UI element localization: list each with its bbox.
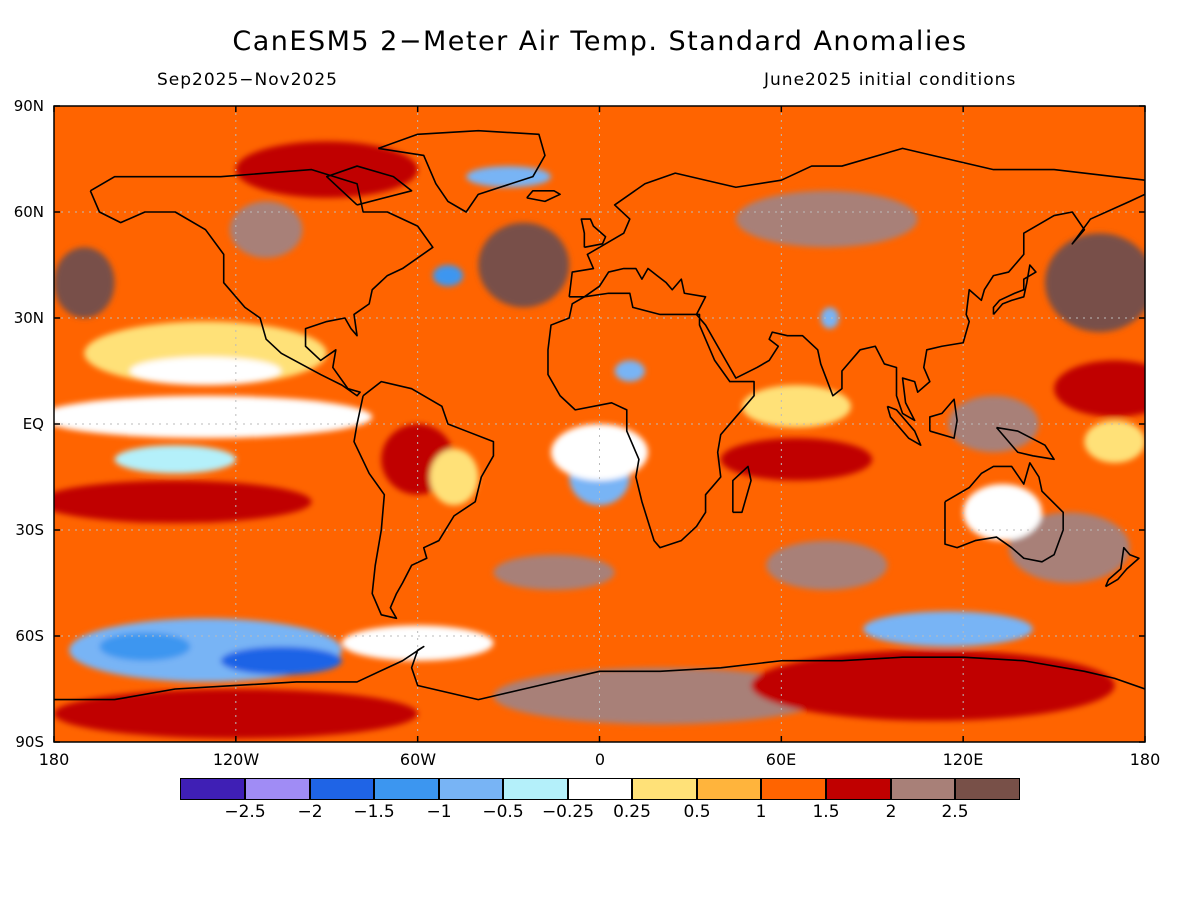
colorbar-box — [374, 778, 439, 800]
lat-label-30s: 30S — [15, 521, 44, 539]
lat-label-eq: EQ — [22, 415, 44, 433]
colorbar-box — [568, 778, 632, 800]
anomaly-patch-north-atlantic-brown — [478, 222, 570, 308]
colorbar-label: −2 — [297, 802, 323, 822]
anomaly-patch-southern-ocean-mid-blue — [99, 632, 191, 661]
anomaly-patch-east-pacific-yellow — [1084, 420, 1145, 463]
coastline-baffin — [325, 165, 413, 206]
colorbar-box — [180, 778, 245, 800]
colorbar-box — [245, 778, 310, 800]
forecast-period: Sep2025−Nov2025 — [157, 70, 338, 90]
coastline-south-america — [353, 380, 495, 620]
anomaly-patch-antarctic-brown — [493, 667, 827, 725]
lon-label-180e: 180 — [1129, 750, 1161, 769]
lat-label-60s: 60S — [15, 627, 44, 645]
colorbar-label: 0.5 — [683, 802, 711, 822]
anomaly-patch-southern-ocean-blue-indian — [863, 611, 1033, 647]
anomaly-patch-southern-ocean-deep-blue — [220, 646, 342, 675]
colorbar-label: 0.25 — [613, 802, 651, 822]
colorbar-label: 2.5 — [941, 802, 969, 822]
lon-label-60w: 60W — [399, 750, 437, 769]
anomaly-patch-india-blue — [820, 307, 839, 329]
coastline-greenland — [377, 129, 546, 213]
coastline-africa — [547, 292, 755, 549]
lat-label-90s: 90S — [15, 733, 44, 751]
coastline-new-zealand — [1104, 546, 1140, 588]
gridlines — [54, 106, 1145, 742]
anomaly-patch-southern-ocean-white — [341, 625, 494, 661]
lat-label-30n: 30N — [13, 309, 44, 327]
lat-label-90n: 90N — [13, 97, 44, 115]
anomaly-patch-russia-brown — [735, 190, 918, 248]
colorbar-box — [826, 778, 891, 800]
initial-conditions-label: June2025 initial conditions — [764, 70, 1017, 90]
anomaly-patch-brazil-yellow — [429, 448, 479, 506]
lon-label-120w: 120W — [212, 750, 260, 769]
anomaly-patch-pacific-red-south — [54, 480, 312, 523]
anomaly-patch-south-pacific-brown — [1008, 512, 1130, 584]
colorbar-label: 1 — [755, 802, 767, 822]
colorbar-label: 1.5 — [812, 802, 840, 822]
anomaly-patch-canada-brown — [229, 201, 303, 258]
colorbar-label: 2 — [885, 802, 897, 822]
lon-label-0: 0 — [594, 750, 606, 769]
colorbar-label: −0.25 — [541, 802, 595, 822]
colorbar-label: −2.5 — [224, 802, 266, 822]
anomaly-patch-indian-ocean-brown — [766, 540, 888, 591]
coastline-eurasia — [568, 147, 1145, 422]
colorbar-box — [310, 778, 374, 800]
coastline-borneo — [929, 398, 958, 439]
anomaly-patch-south-atlantic-brown — [493, 554, 615, 591]
anomaly-patch-antarctic-red-west — [54, 689, 418, 739]
anomaly-patch-north-pacific-brown-east — [54, 247, 115, 318]
anomaly-patch-indian-ocean-yellow — [741, 385, 852, 428]
anomaly-patch-africa-white — [551, 424, 648, 481]
anomaly-patch-north-pacific-brown — [1045, 233, 1145, 333]
coastline-iceland — [526, 190, 561, 203]
anomaly-patch-arctic-red — [235, 141, 418, 198]
lon-label-120e: 120E — [942, 750, 984, 769]
coastline-uk — [580, 218, 607, 249]
axis-ticks — [53, 105, 1146, 743]
colorbar-label: −0.5 — [482, 802, 524, 822]
anomaly-patch-greenland-sea-blue — [466, 166, 552, 188]
coastline-north-america — [89, 168, 434, 397]
coastline-sumatra — [886, 405, 922, 447]
anomaly-patch-pacific-light-blue — [114, 445, 236, 474]
colorbar-box — [891, 778, 955, 800]
colorbar-box — [632, 778, 697, 800]
anomaly-patch-north-atlantic-blue — [432, 265, 464, 287]
anomaly-patch-indian-ocean-red — [720, 438, 873, 481]
coastlines — [54, 129, 1145, 701]
lat-label-60n: 60N — [13, 203, 44, 221]
colorbar-label: −1 — [426, 802, 452, 822]
coastline-new-guinea — [995, 426, 1055, 461]
colorbar-box — [503, 778, 568, 800]
colorbar-box — [439, 778, 503, 800]
coastline-antarctica — [54, 645, 1145, 701]
colorbar-box — [955, 778, 1020, 800]
anomaly-patch-australia-white — [963, 484, 1042, 541]
colorbar-box — [761, 778, 826, 800]
map-title: CanESM5 2−Meter Air Temp. Standard Anoma… — [232, 26, 968, 57]
anomaly-patch-pacific-white-north — [129, 356, 282, 386]
anomaly-patch-sahara-blue — [614, 360, 645, 382]
coastline-australia — [944, 462, 1064, 563]
coastline-madagascar — [732, 465, 752, 514]
anomaly-patch-antarctic-red-east — [751, 650, 1115, 721]
anomaly-patch-central-pacific-red — [1054, 360, 1145, 417]
lon-label-180w: 180 — [38, 750, 70, 769]
colorbar-box — [697, 778, 761, 800]
lon-label-60e: 60E — [765, 750, 797, 769]
colorbar-label: −1.5 — [353, 802, 395, 822]
anomaly-patch-pacific-white-band — [54, 395, 373, 439]
coastline-japan — [992, 264, 1037, 315]
